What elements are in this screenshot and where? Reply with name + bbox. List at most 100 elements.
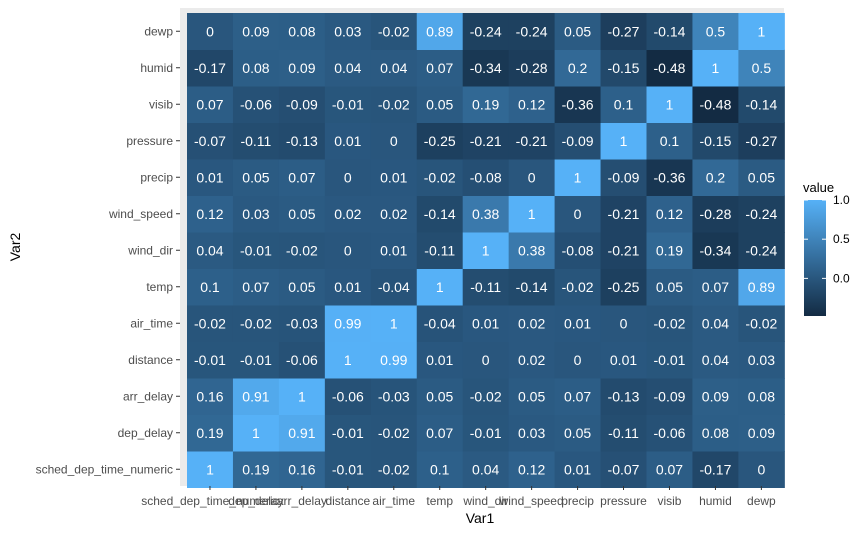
heatmap-cell-wind-dir-sched-dep-time-numeric	[462, 451, 510, 488]
cell-value-label: -0.28	[699, 206, 731, 222]
heatmap-cell-dewp-temp	[738, 268, 785, 306]
heatmap-cell-labels: 1 0.19 0.16 -0.01 -0.02 0.1 0.04 0.12 0.01 -0.07 0…	[194, 23, 778, 477]
cell-value-label: -0.09	[286, 96, 318, 112]
cell-value-label: 0.04	[196, 242, 223, 258]
cell-value-label: -0.36	[562, 96, 594, 112]
cell-value-label: 0.01	[380, 169, 407, 185]
heatmap-cell-humid-wind-dir	[692, 232, 739, 269]
y-tick-label-sched-dep-time-numeric: sched_dep_time_numeric	[36, 462, 173, 476]
cell-value-label: 0.01	[472, 315, 499, 331]
cell-value-label: -0.27	[608, 23, 640, 39]
cell-value-label: -0.25	[608, 279, 640, 295]
heatmap-cell-arr-delay-dep-delay	[278, 414, 326, 452]
heatmap-cell-arr-delay-distance	[278, 341, 326, 379]
cell-value-label: -0.04	[424, 315, 456, 331]
heatmap-cell-precip-sched-dep-time-numeric	[554, 451, 602, 488]
heatmap-cell-temp-precip	[416, 159, 464, 196]
cell-value-label: -0.11	[608, 425, 639, 441]
legend-ticks: 1.0 0.5 0.0	[804, 193, 850, 285]
heatmap-cell-sched-dep-time-numeric-wind-dir	[187, 232, 234, 269]
heatmap-cell-arr-delay-pressure	[278, 122, 326, 160]
heatmap-cell-temp-dep-delay	[416, 414, 464, 452]
heatmap-cell-pressure-temp	[600, 268, 647, 306]
heatmap-cells	[187, 13, 785, 488]
heatmap-cell-distance-distance	[324, 341, 372, 379]
heatmap-cell-dewp-sched-dep-time-numeric	[738, 451, 785, 488]
cell-value-label: 0	[528, 169, 536, 185]
cell-value-label: -0.06	[654, 425, 686, 441]
cell-value-label: -0.02	[194, 315, 226, 331]
x-tick-label-precip: precip	[561, 494, 594, 508]
heatmap-cell-arr-delay-air-time	[278, 305, 326, 342]
cell-value-label: -0.02	[378, 23, 410, 39]
cell-value-label: 0.38	[472, 206, 499, 222]
cell-value-label: -0.04	[378, 279, 410, 295]
cell-value-label: -0.09	[562, 133, 594, 149]
cell-value-label: -0.36	[654, 169, 686, 185]
cell-value-label: 0	[620, 315, 628, 331]
x-tick-label-dewp: dewp	[747, 494, 776, 508]
cell-value-label: 0.2	[568, 60, 588, 76]
heatmap-cell-pressure-wind-dir	[600, 232, 647, 269]
heatmap-cell-temp-distance	[416, 341, 464, 379]
heatmap-cell-dewp-distance	[738, 341, 785, 379]
cell-value-label: -0.17	[699, 461, 731, 477]
x-tick-label-distance: distance	[325, 494, 370, 508]
heatmap-cell-wind-dir-arr-delay	[462, 378, 510, 415]
cell-value-label: 0.19	[656, 242, 683, 258]
cell-value-label: -0.02	[745, 315, 777, 331]
cell-value-label: 1	[574, 169, 582, 185]
heatmap-cell-distance-temp	[324, 268, 372, 306]
heatmap-cell-wind-dir-pressure	[462, 122, 510, 160]
cell-value-label: 1	[482, 242, 490, 258]
cell-value-label: 0.1	[614, 96, 634, 112]
cell-value-label: -0.17	[194, 60, 226, 76]
cell-value-label: 0.02	[518, 352, 545, 368]
cell-value-label: 0.04	[472, 461, 499, 477]
cell-value-label: 0.5	[752, 60, 772, 76]
heatmap-cell-visib-temp	[646, 268, 693, 306]
y-tick-label-visib: visib	[149, 97, 173, 111]
heatmap-cell-visib-air-time	[646, 305, 693, 342]
cell-value-label: 0.05	[656, 279, 683, 295]
cell-value-label: 1	[436, 279, 444, 295]
heatmap-cell-dewp-humid	[738, 49, 785, 87]
cell-value-label: 0.99	[380, 352, 407, 368]
cell-value-label: -0.14	[654, 23, 686, 39]
cell-value-label: -0.48	[699, 96, 731, 112]
cell-value-label: 0.1	[200, 279, 220, 295]
heatmap-cell-air-time-dewp	[370, 13, 418, 50]
cell-value-label: 1	[620, 133, 628, 149]
heatmap-cell-dep-delay-distance	[232, 341, 280, 379]
heatmap-cell-temp-air-time	[416, 305, 464, 342]
y-tick-label-temp: temp	[146, 280, 173, 294]
cell-value-label: 0.09	[242, 23, 269, 39]
x-tick-label-arr-delay: arr_delay	[277, 494, 327, 508]
legend-title: value	[803, 180, 834, 195]
cell-value-label: -0.02	[562, 279, 594, 295]
cell-value-label: -0.02	[424, 169, 456, 185]
heatmap-cell-sched-dep-time-numeric-arr-delay	[187, 378, 234, 415]
heatmap-cell-dep-delay-temp	[232, 268, 280, 306]
heatmap-cell-arr-delay-wind-dir	[278, 232, 326, 269]
cell-value-label: -0.02	[240, 315, 272, 331]
heatmap-cell-sched-dep-time-numeric-humid	[187, 49, 234, 87]
heatmap-cell-dewp-visib	[738, 86, 785, 123]
cell-value-label: -0.34	[699, 242, 731, 258]
cell-value-label: 0.01	[426, 352, 453, 368]
cell-value-label: 0.99	[334, 315, 361, 331]
heatmap-cell-dewp-precip	[738, 159, 785, 196]
y-tick-label-distance: distance	[128, 353, 173, 367]
y-tick-label-precip: precip	[140, 170, 173, 184]
heatmap-cell-dep-delay-visib	[232, 86, 280, 123]
cell-value-label: 0.02	[334, 206, 361, 222]
cell-value-label: -0.28	[516, 60, 548, 76]
cell-value-label: 1	[712, 60, 720, 76]
heatmap-cell-distance-air-time	[324, 305, 372, 342]
cell-value-label: 0.05	[518, 388, 545, 404]
cell-value-label: -0.01	[240, 352, 272, 368]
cell-value-label: -0.03	[378, 388, 410, 404]
heatmap-cell-visib-dep-delay	[646, 414, 693, 452]
x-tick-label-pressure: pressure	[600, 494, 647, 508]
heatmap-cell-dep-delay-pressure	[232, 122, 280, 160]
